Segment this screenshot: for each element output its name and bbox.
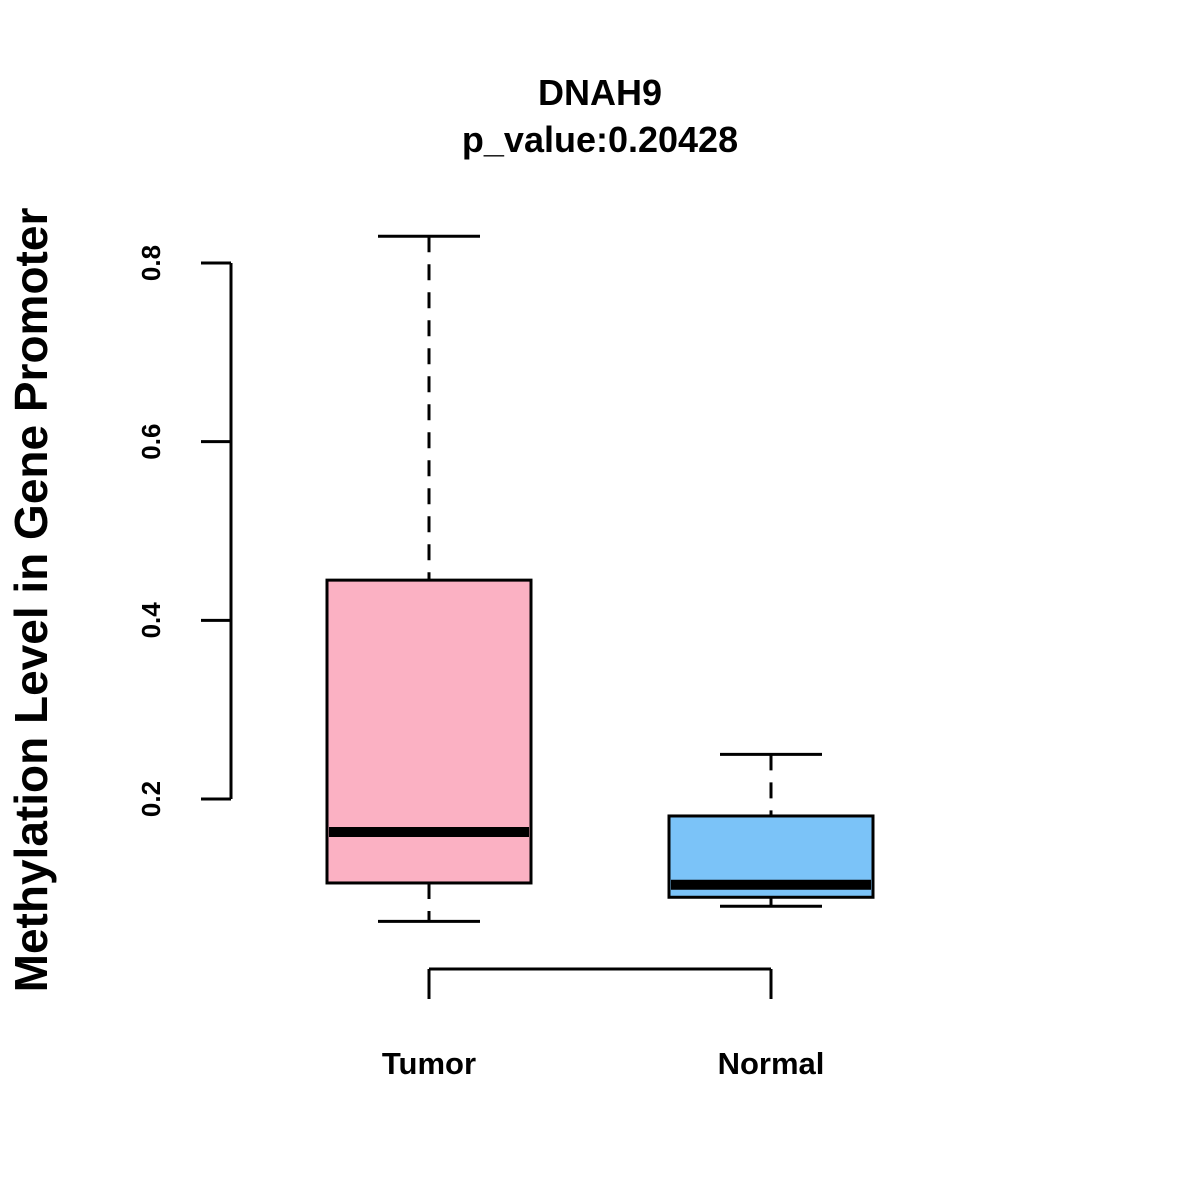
boxes xyxy=(325,234,875,923)
chart-title: DNAH9 xyxy=(538,72,662,113)
y-tick-label: 0.8 xyxy=(136,245,166,281)
x-tick-label: Tumor xyxy=(382,1046,476,1081)
box-group-normal xyxy=(667,752,875,908)
x-axis: Tumor Normal xyxy=(382,967,825,1081)
x-tick-label: Normal xyxy=(718,1046,825,1081)
box-group-tumor xyxy=(325,234,533,923)
y-tick-label: 0.2 xyxy=(136,781,166,817)
y-tick-label: 0.4 xyxy=(136,602,166,639)
y-tick-label: 0.6 xyxy=(136,424,166,460)
y-axis: 0.2 0.4 0.6 0.8 xyxy=(136,245,233,817)
chart-subtitle: p_value:0.20428 xyxy=(462,119,738,160)
iqr-box xyxy=(325,578,533,885)
y-axis-label: Methylation Level in Gene Promoter xyxy=(5,208,57,993)
